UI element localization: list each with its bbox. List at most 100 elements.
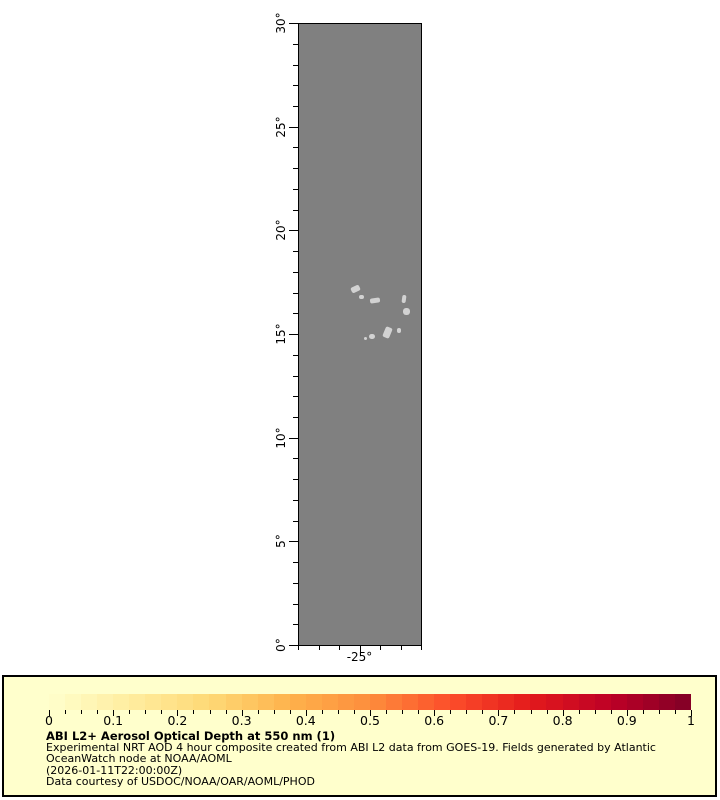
latitude-minor-tick [293,354,298,356]
latitude-minor-tick [293,396,298,398]
colorbar-segment [402,694,419,710]
longitude-major-tick [359,646,361,653]
colorbar-segment [225,694,242,710]
latitude-minor-tick [293,520,298,522]
colorbar-major-tick [498,710,500,716]
colorbar-tick-label: 0.9 [616,713,637,728]
latitude-minor-tick [293,624,298,626]
latitude-major-tick [289,230,298,232]
legend-panel: 0 0.1 0.2 0.3 0.4 0.5 0.6 0.7 0.8 0.9 1 ABI L2+ Ae… [2,675,717,797]
colorbar-major-tick [691,710,692,716]
latitude-tick-label: 30° [274,12,288,34]
colorbar-major-tick [113,710,115,716]
colorbar-tick-label: 0 [45,713,53,728]
colorbar-segment [578,694,595,710]
colorbar-minor-tick [257,710,259,714]
colorbar-segment [369,694,386,710]
colorbar-minor-tick [193,710,195,714]
colorbar-minor-tick [97,710,99,714]
colorbar-major-tick [177,710,179,716]
colorbar-segment [658,694,675,710]
latitude-major-tick [289,541,298,543]
colorbar-segment [530,694,547,710]
latitude-minor-tick [293,43,298,45]
colorbar-tick-label: 0.2 [167,713,188,728]
latitude-minor-tick [293,375,298,377]
longitude-minor-tick [421,646,422,650]
colorbar-segment [434,694,451,710]
colorbar-minor-tick [402,710,404,714]
colorbar-minor-tick [386,710,388,714]
colorbar-minor-tick [594,710,596,714]
colorbar-segment [610,694,627,710]
colorbar-segment [241,694,258,710]
island-land-patch [359,295,364,299]
latitude-major-tick [289,334,298,335]
colorbar [49,694,691,710]
longitude-tick-label: -25° [346,650,373,664]
colorbar-tick-label: 0.4 [295,713,316,728]
colorbar-segment [594,694,611,710]
colorbar-segment [305,694,322,710]
colorbar-minor-tick [530,710,532,714]
latitude-minor-tick [293,64,298,66]
caption-line-2: OceanWatch node at NOAA/AOML [46,752,232,766]
colorbar-minor-tick [546,710,548,714]
latitude-minor-tick [293,85,298,87]
latitude-minor-tick [293,105,298,107]
colorbar-major-tick [434,710,436,716]
longitude-minor-tick [298,646,299,650]
colorbar-minor-tick [209,710,211,714]
latitude-minor-tick [293,458,298,460]
colorbar-segment [257,694,274,710]
island-land-patch [369,334,375,339]
colorbar-major-tick [370,710,371,716]
latitude-minor-tick [293,313,298,315]
colorbar-segment [466,694,483,710]
colorbar-minor-tick [482,710,484,714]
colorbar-minor-tick [353,710,355,714]
colorbar-segment [450,694,467,710]
colorbar-segment [273,694,290,710]
latitude-major-tick [289,23,298,24]
caption-title: ABI L2+ Aerosol Optical Depth at 550 nm … [46,729,336,743]
colorbar-minor-tick [129,710,131,714]
colorbar-minor-tick [289,710,291,714]
island-land-patch [350,284,361,294]
colorbar-minor-tick [466,710,468,714]
colorbar-segment [289,694,306,710]
latitude-minor-tick [293,168,298,170]
colorbar-minor-tick [321,710,323,714]
latitude-minor-tick [293,416,298,418]
colorbar-segment [129,694,146,710]
colorbar-minor-tick [81,710,83,714]
colorbar-segment [642,694,659,710]
colorbar-segment [562,694,579,710]
colorbar-segment [65,694,82,710]
colorbar-segment [514,694,531,710]
colorbar-segment [498,694,515,710]
colorbar-tick-label: 0.6 [424,713,445,728]
latitude-minor-tick [293,251,298,253]
longitude-minor-tick [400,646,402,650]
latitude-minor-tick [293,499,298,501]
longitude-minor-tick [339,646,340,650]
colorbar-segment [97,694,114,710]
island-land-patch [382,326,393,339]
colorbar-segment [145,694,162,710]
colorbar-major-tick [241,710,243,716]
colorbar-tick-label: 0.8 [552,713,573,728]
caption-line-3: (2026-01-11T22:00:00Z) [46,763,183,777]
colorbar-tick-label: 0.5 [360,713,380,728]
colorbar-tick-label: 1 [687,713,695,728]
colorbar-minor-tick [675,710,676,714]
colorbar-minor-tick [642,710,644,714]
colorbar-segment [337,694,354,710]
caption-line-1: Experimental NRT AOD 4 hour composite cr… [46,741,656,755]
longitude-minor-tick [380,646,381,650]
colorbar-major-tick [49,710,50,716]
island-land-patch [369,297,381,304]
colorbar-segment [626,694,643,710]
colorbar-major-tick [562,710,564,716]
